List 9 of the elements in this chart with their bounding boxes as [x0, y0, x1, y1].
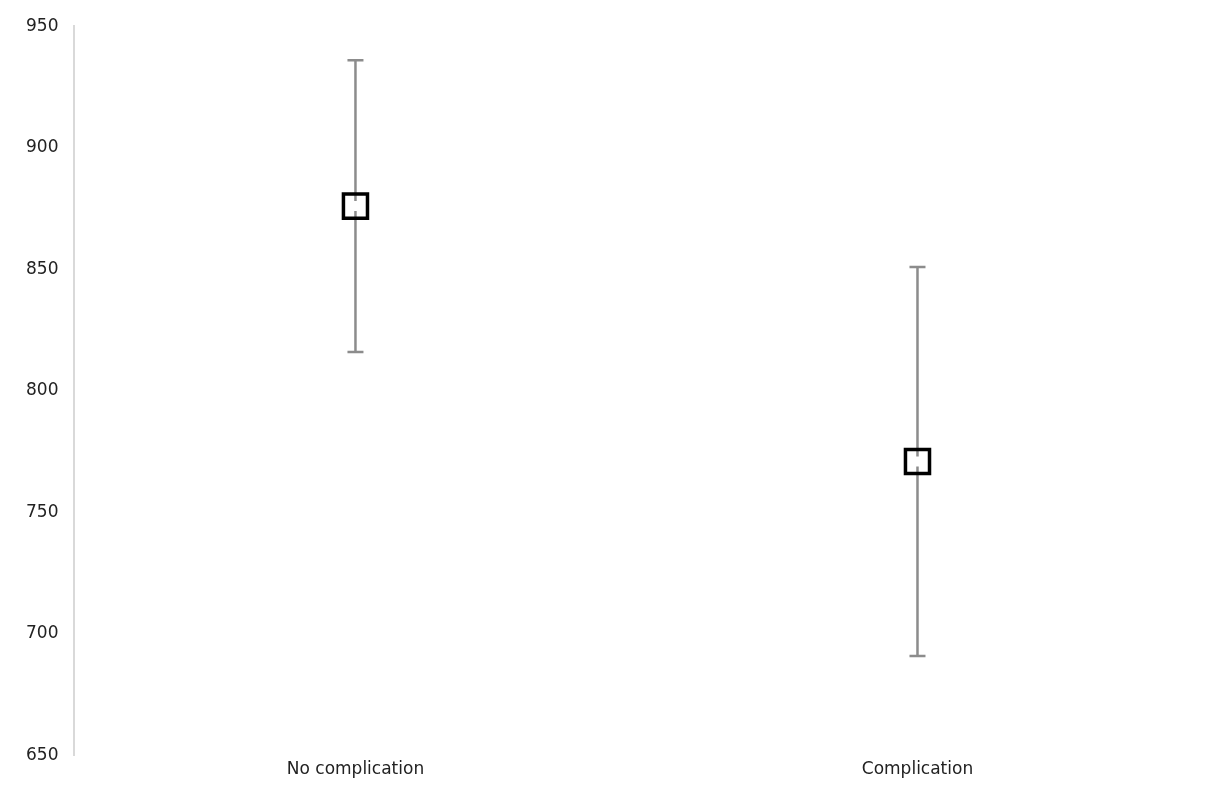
y-tick-label: 650: [25, 744, 59, 765]
y-tick-label: 800: [25, 379, 59, 400]
x-tick-label: Complication: [861, 758, 974, 779]
y-tick-label: 850: [25, 257, 59, 278]
y-tick-label: 900: [25, 136, 59, 157]
y-tick-label: 700: [25, 622, 59, 643]
y-tick-label: 950: [25, 14, 59, 35]
x-tick-label: No complication: [286, 758, 425, 779]
y-tick-label: 750: [25, 500, 59, 521]
